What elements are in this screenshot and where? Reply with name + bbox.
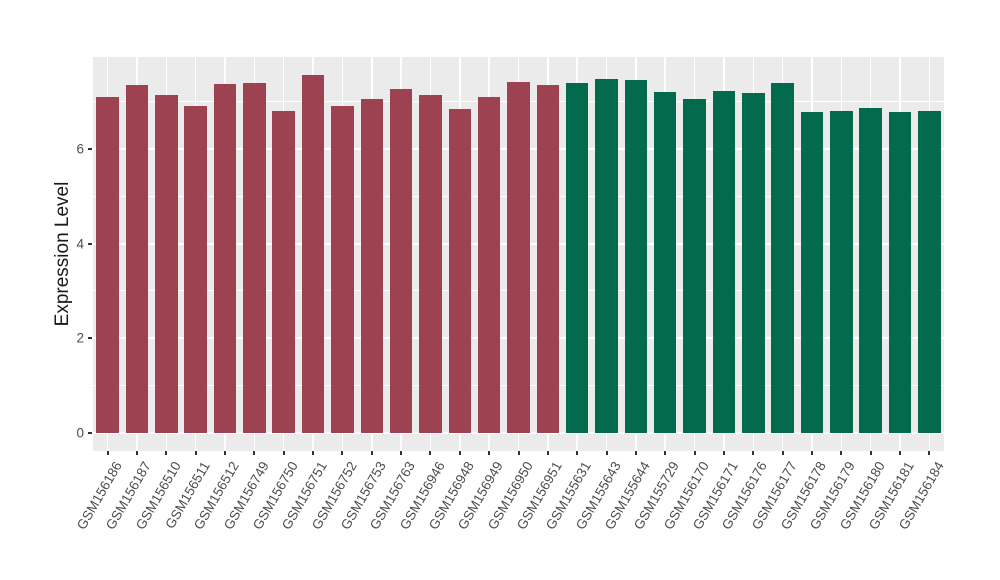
bar-GSM156751 [301,74,325,433]
y-tick-label: 2 [76,330,84,346]
bar-GSM155643 [595,78,618,433]
bar-GSM155644 [624,79,648,433]
x-tick-mark [136,451,139,455]
bar-GSM156181 [888,112,912,433]
bar-GSM156763 [389,89,413,433]
bar-GSM156510 [155,95,178,433]
bar-GSM155729 [653,92,677,433]
bar-GSM156171 [712,91,736,433]
bar-GSM156948 [448,109,472,433]
y-tick-mark [88,337,92,340]
x-tick-mark [341,451,344,455]
y-axis-title: Expression Level [52,181,73,327]
x-tick-mark [781,451,784,455]
bar-GSM156184 [918,111,941,433]
x-tick-mark [928,451,931,455]
x-tick-mark [488,451,491,455]
bar-GSM156512 [213,83,237,433]
bar-GSM156177 [771,83,794,433]
y-tick-label: 4 [76,236,84,252]
x-tick-mark [458,451,461,455]
bar-GSM156170 [683,99,706,433]
x-tick-mark [400,451,403,455]
x-tick-mark [634,451,637,455]
bar-GSM156180 [859,107,882,433]
y-tick-label: 0 [76,425,84,441]
x-tick-mark [752,451,755,455]
x-tick-mark [165,451,168,455]
bar-GSM156187 [125,84,149,433]
x-tick-mark [370,451,373,455]
bar-GSM156178 [800,112,824,433]
x-tick-mark [312,451,315,455]
x-tick-mark [282,451,285,455]
bar-GSM156749 [243,83,266,433]
bar-GSM156950 [507,81,530,433]
bar-GSM156752 [331,106,354,433]
bar-GSM156753 [360,99,384,433]
bar-GSM156951 [536,85,560,433]
x-tick-mark [194,451,197,455]
x-tick-mark [576,451,579,455]
y-tick-label: 6 [76,141,84,157]
x-tick-mark [517,451,520,455]
bar-GSM156511 [184,106,207,433]
bar-GSM156949 [477,96,501,433]
x-tick-mark [898,451,901,455]
bar-GSM156186 [96,96,119,433]
y-tick-mark [88,147,92,150]
bar-GSM156750 [272,111,295,433]
x-tick-mark [253,451,256,455]
x-tick-mark [810,451,813,455]
x-tick-mark [840,451,843,455]
x-tick-mark [546,451,549,455]
bar-GSM156176 [742,92,765,433]
x-tick-mark [664,451,667,455]
plot-panel [93,57,944,451]
x-tick-mark [605,451,608,455]
x-tick-mark [429,451,432,455]
bar-GSM156946 [419,94,442,433]
y-tick-mark [88,432,92,434]
bar-GSM156179 [830,111,853,433]
y-tick-mark [88,242,92,245]
x-tick-mark [106,451,109,455]
x-tick-mark [869,451,872,455]
x-tick-mark [693,451,696,455]
x-tick-mark [722,451,725,455]
x-tick-mark [224,451,227,455]
bar-GSM155631 [565,83,589,433]
